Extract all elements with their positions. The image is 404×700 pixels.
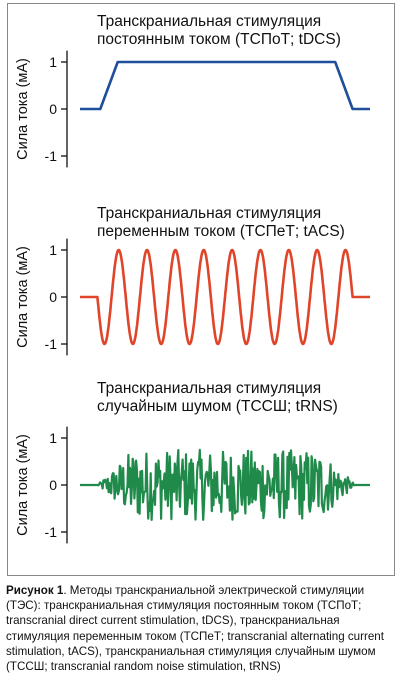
y-tick-label: -1 — [45, 336, 58, 352]
y-tick-label: 1 — [49, 430, 57, 446]
figure-caption: Рисунок 1. Методы транскраниальной элект… — [6, 583, 398, 674]
series-line — [80, 248, 370, 346]
caption-text: . Методы транскраниальной электрической … — [6, 584, 384, 674]
chart-title-line: переменным током (ТСПеТ; tACS) — [97, 223, 345, 240]
y-tick-label: 0 — [49, 289, 57, 305]
y-axis-label: Сила тока (мА) — [15, 246, 31, 348]
y-tick-label: 0 — [49, 477, 57, 493]
y-tick-label: 0 — [49, 101, 57, 117]
y-tick-label: 1 — [49, 242, 57, 258]
series-line — [80, 60, 370, 111]
caption-label: Рисунок 1 — [6, 584, 64, 597]
y-axis-label: Сила тока (мА) — [15, 58, 31, 160]
chart-title-line: случайным шумом (ТССШ; tRNS) — [97, 398, 338, 415]
chart-title-line: Транскраниальная стимуляция — [97, 205, 321, 222]
series-line — [80, 448, 370, 521]
figure-frame — [7, 3, 395, 576]
y-tick-label: -1 — [45, 524, 58, 540]
y-tick-label: 1 — [49, 54, 57, 70]
chart-title-line: Транскраниальная стимуляция — [97, 13, 321, 30]
y-axis-label: Сила тока (мА) — [15, 434, 31, 536]
y-tick-label: -1 — [45, 148, 58, 164]
chart-title-line: Транскраниальная стимуляция — [97, 380, 321, 397]
chart-title-line: постоянным током (ТСПоТ; tDCS) — [97, 31, 341, 48]
